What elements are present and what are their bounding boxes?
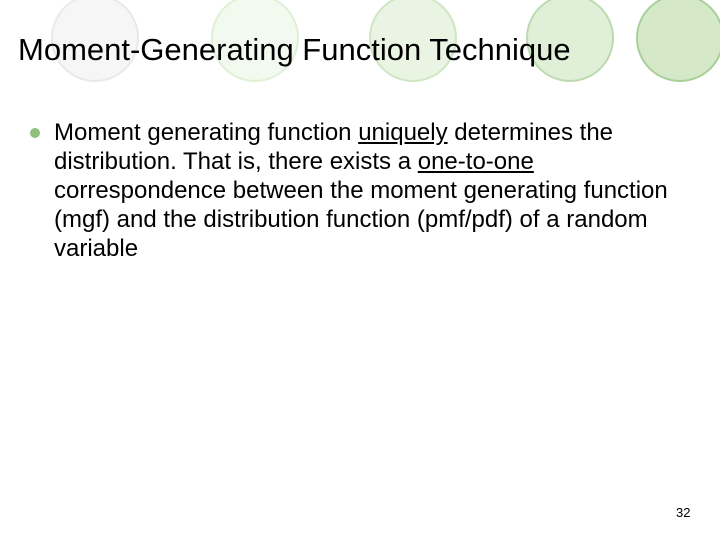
page-number: 32 (676, 505, 690, 520)
bullet-item: Moment generating function uniquely dete… (30, 118, 680, 263)
text-segment: Moment generating function (54, 119, 358, 146)
slide-title: Moment-Generating Function Technique (18, 32, 571, 68)
underlined-text: one-to-one (418, 148, 534, 175)
text-segment: correspondence between the moment genera… (54, 177, 668, 262)
bullet-icon (30, 128, 40, 138)
body-text: Moment generating function uniquely dete… (54, 118, 680, 263)
underlined-text: uniquely (358, 119, 447, 146)
body-area: Moment generating function uniquely dete… (30, 118, 680, 263)
decorative-circle (636, 0, 720, 82)
